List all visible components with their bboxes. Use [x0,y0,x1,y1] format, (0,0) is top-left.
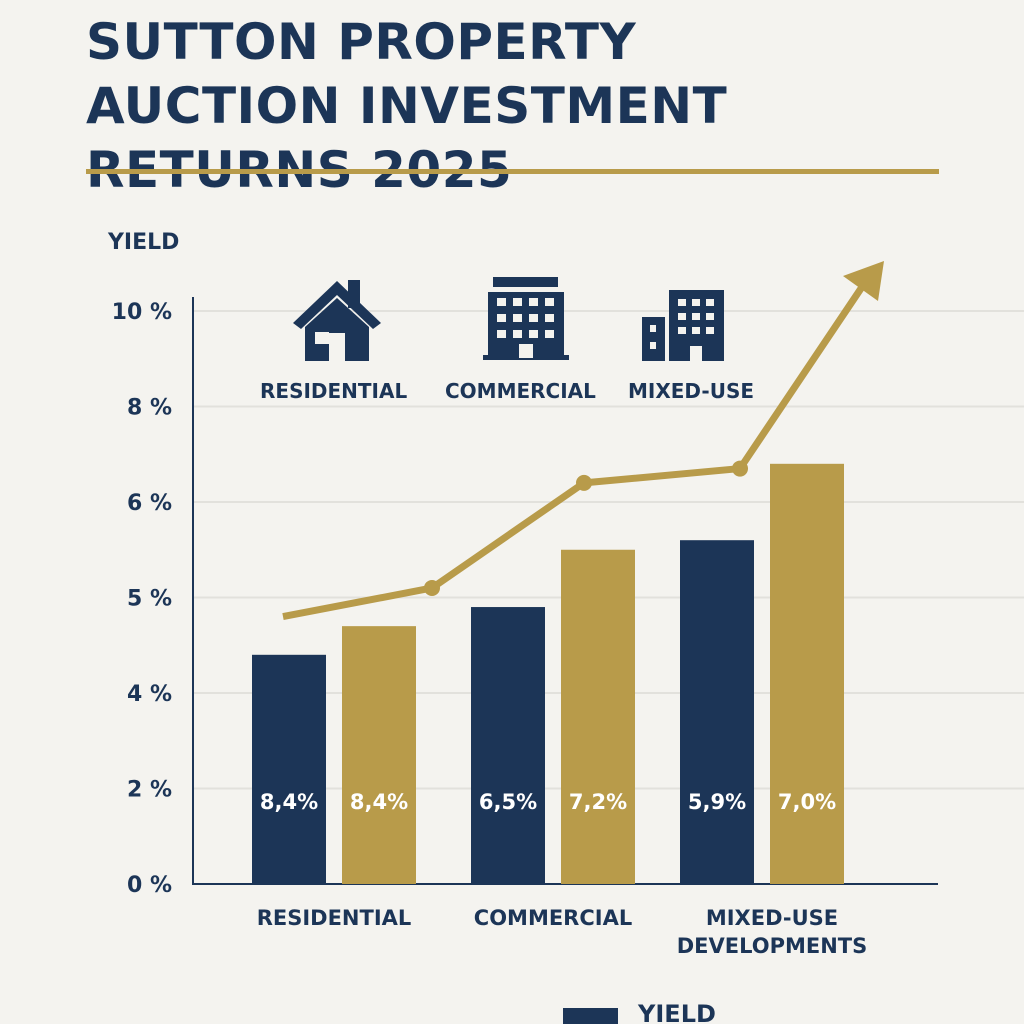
mixed-buildings-icon [642,290,724,361]
y-axis-label: YIELD [108,230,180,255]
bar-navy [680,540,754,884]
icon-label-residential: RESIDENTIAL [260,379,408,403]
bar-data-label: 8,4% [350,790,408,814]
bar-navy [252,654,326,884]
y-tick-label: 6 % [127,491,172,516]
trend-point [576,474,592,491]
icon-label-commercial: COMMERCIAL [445,379,596,403]
trend-point [732,460,748,477]
legend-swatch-yield [563,1008,618,1024]
bar-gold [342,626,416,884]
icon-label-mixed-use: MIXED-USE [628,379,755,403]
y-tick-label: 0 % [127,873,172,898]
x-tick-residential: RESIDENTIAL [256,906,412,930]
bar-navy [471,607,545,884]
title-divider [86,169,939,174]
y-tick-label: 5 % [127,587,172,612]
bar-data-label: 5,9% [688,790,746,814]
bar-data-label: 7,0% [778,790,836,814]
y-tick-label: 2 % [127,778,172,803]
house-icon [293,280,381,361]
bar-data-label: 8,4% [260,790,318,814]
bar-data-label: 6,5% [479,790,537,814]
office-building-icon [483,277,569,360]
bar-data-label: 7,2% [569,790,627,814]
bar-gold [770,463,844,884]
bar-gold [561,549,635,884]
y-tick-label: 4 % [127,682,172,707]
trend-point [424,579,440,596]
legend-label-yield: YIELD [638,1000,716,1024]
y-tick-label: 8 % [127,396,172,421]
y-tick-label: 10 % [112,300,172,325]
x-tick-commercial: COMMERCIAL [473,906,633,930]
x-tick-mixed-use: MIXED-USE DEVELOPMENTS [676,906,868,958]
trend-arrowhead [843,261,884,301]
